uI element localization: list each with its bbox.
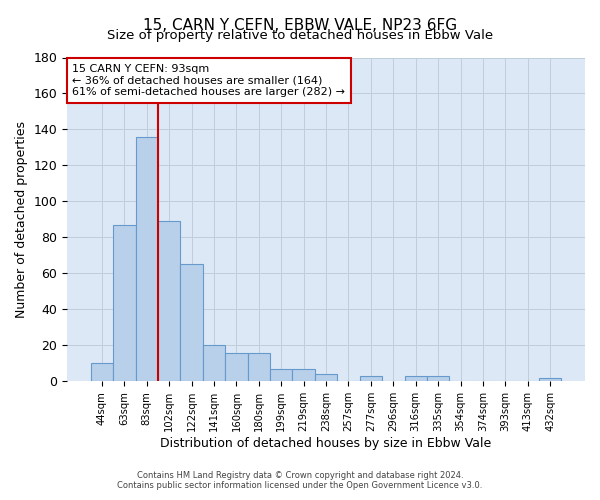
Bar [203, 346, 225, 382]
Bar [315, 374, 337, 382]
Bar [404, 376, 427, 382]
Text: Contains HM Land Registry data © Crown copyright and database right 2024.
Contai: Contains HM Land Registry data © Crown c… [118, 470, 482, 490]
Bar [158, 221, 181, 382]
Bar [113, 225, 136, 382]
Bar [91, 364, 113, 382]
Text: Size of property relative to detached houses in Ebbw Vale: Size of property relative to detached ho… [107, 29, 493, 42]
X-axis label: Distribution of detached houses by size in Ebbw Vale: Distribution of detached houses by size … [160, 437, 492, 450]
Bar [181, 264, 203, 382]
Bar [292, 369, 315, 382]
Text: 15 CARN Y CEFN: 93sqm
← 36% of detached houses are smaller (164)
61% of semi-det: 15 CARN Y CEFN: 93sqm ← 36% of detached … [73, 64, 346, 97]
Y-axis label: Number of detached properties: Number of detached properties [15, 121, 28, 318]
Bar [270, 369, 292, 382]
Bar [360, 376, 382, 382]
Text: 15, CARN Y CEFN, EBBW VALE, NP23 6FG: 15, CARN Y CEFN, EBBW VALE, NP23 6FG [143, 18, 457, 32]
Bar [248, 352, 270, 382]
Bar [427, 376, 449, 382]
Bar [539, 378, 562, 382]
Bar [136, 136, 158, 382]
Bar [225, 352, 248, 382]
